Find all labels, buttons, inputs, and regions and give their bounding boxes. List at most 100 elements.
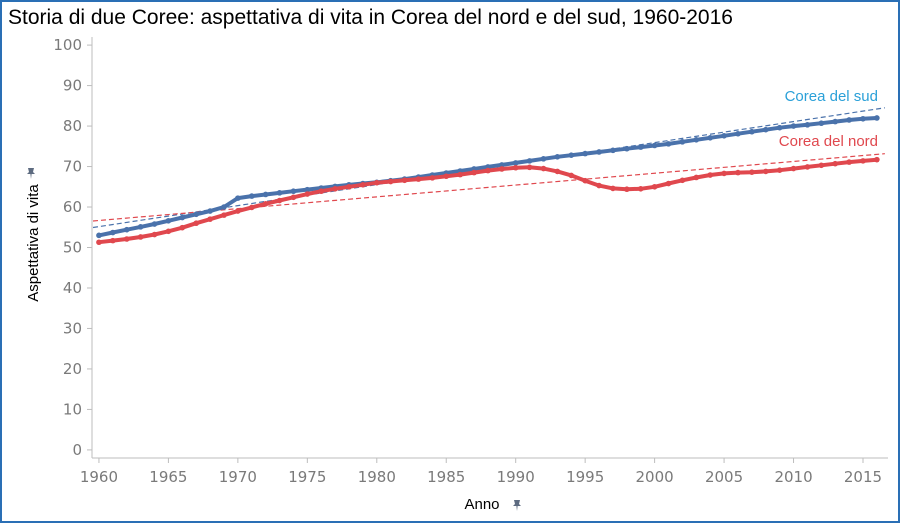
data-point bbox=[207, 216, 213, 222]
data-point bbox=[582, 150, 588, 157]
x-tick-label: 1975 bbox=[288, 468, 326, 486]
data-point bbox=[735, 130, 741, 137]
data-point bbox=[693, 174, 700, 181]
data-point bbox=[540, 165, 547, 172]
data-point bbox=[276, 197, 283, 204]
series-label-south: Corea del sud bbox=[785, 88, 878, 105]
x-tick-label: 2000 bbox=[636, 468, 674, 486]
data-point bbox=[262, 200, 269, 207]
x-axis-title-group: Anno bbox=[464, 496, 521, 513]
data-point bbox=[874, 156, 880, 163]
data-point bbox=[471, 169, 477, 176]
data-point bbox=[624, 186, 630, 193]
data-point bbox=[610, 185, 616, 192]
chart-title: Storia di due Coree: aspettativa di vita… bbox=[8, 6, 733, 29]
data-point bbox=[485, 167, 491, 174]
data-point bbox=[248, 193, 255, 199]
data-point bbox=[554, 154, 561, 160]
data-point bbox=[512, 164, 519, 171]
data-point bbox=[137, 234, 144, 240]
x-axis-title: Anno bbox=[464, 496, 499, 513]
y-tick-label: 10 bbox=[63, 400, 82, 418]
data-point bbox=[749, 128, 755, 135]
y-tick-label: 30 bbox=[63, 319, 82, 337]
data-point bbox=[262, 191, 269, 198]
data-point bbox=[401, 177, 408, 184]
x-tick-label: 1985 bbox=[427, 468, 465, 486]
data-point bbox=[248, 204, 255, 211]
data-point bbox=[679, 139, 686, 145]
data-point bbox=[721, 132, 727, 139]
data-point bbox=[290, 188, 297, 195]
data-point bbox=[96, 232, 102, 239]
data-point bbox=[721, 170, 727, 177]
data-point bbox=[804, 164, 811, 170]
x-tick-label: 1995 bbox=[566, 468, 604, 486]
data-point bbox=[304, 186, 311, 193]
data-point bbox=[749, 169, 755, 176]
data-point bbox=[165, 217, 172, 224]
y-axis-title-group: Aspettativa di vita bbox=[25, 168, 42, 302]
data-point bbox=[346, 183, 352, 190]
data-point bbox=[846, 117, 852, 123]
data-point bbox=[207, 208, 213, 214]
data-point bbox=[179, 214, 186, 221]
data-point bbox=[193, 211, 199, 218]
data-point bbox=[832, 160, 839, 167]
data-point bbox=[790, 165, 797, 172]
series-lines bbox=[96, 115, 880, 246]
data-point bbox=[790, 123, 797, 129]
data-point bbox=[832, 118, 839, 125]
data-point bbox=[707, 134, 713, 141]
data-point bbox=[762, 168, 769, 175]
data-point bbox=[707, 172, 713, 178]
data-point bbox=[443, 173, 450, 180]
data-point bbox=[540, 156, 547, 162]
data-point bbox=[818, 162, 825, 169]
data-point bbox=[596, 149, 602, 155]
pin-icon[interactable] bbox=[27, 168, 35, 179]
x-axis-ticks: 1960 1965 1970 1975 1980 1985 1990 1995 2000 2005… bbox=[80, 458, 882, 486]
y-tick-label: 60 bbox=[63, 198, 82, 216]
data-point bbox=[776, 167, 783, 173]
data-point bbox=[415, 176, 422, 182]
data-point bbox=[110, 237, 116, 244]
y-tick-label: 90 bbox=[63, 77, 82, 95]
data-point bbox=[624, 145, 630, 152]
data-point bbox=[651, 183, 658, 190]
data-point bbox=[665, 180, 672, 187]
data-point bbox=[235, 195, 241, 201]
series-north bbox=[96, 156, 880, 246]
x-tick-label: 2010 bbox=[774, 468, 812, 486]
data-point bbox=[235, 208, 241, 214]
data-point bbox=[735, 169, 741, 176]
data-point bbox=[818, 120, 825, 127]
data-point bbox=[596, 182, 602, 189]
data-point bbox=[637, 144, 644, 150]
pin-icon[interactable] bbox=[513, 500, 521, 511]
data-point bbox=[610, 147, 616, 154]
data-point bbox=[860, 115, 866, 122]
x-tick-label: 1970 bbox=[219, 468, 257, 486]
series-label-north: Corea del nord bbox=[779, 133, 878, 150]
data-point bbox=[874, 115, 880, 121]
data-point bbox=[512, 160, 519, 166]
data-point bbox=[499, 166, 505, 172]
data-point bbox=[304, 191, 311, 197]
data-point bbox=[429, 175, 436, 181]
data-point bbox=[221, 204, 227, 210]
data-point bbox=[554, 168, 561, 175]
y-tick-label: 20 bbox=[63, 360, 82, 378]
data-point bbox=[373, 179, 380, 186]
y-axis-title: Aspettativa di vita bbox=[25, 184, 42, 302]
x-tick-label: 1965 bbox=[149, 468, 187, 486]
data-point bbox=[499, 162, 505, 168]
data-point bbox=[123, 236, 130, 242]
data-point bbox=[332, 186, 338, 192]
data-point bbox=[318, 188, 325, 195]
data-point bbox=[387, 178, 394, 185]
data-point bbox=[123, 226, 130, 233]
data-point bbox=[193, 220, 199, 227]
data-point bbox=[151, 221, 158, 227]
